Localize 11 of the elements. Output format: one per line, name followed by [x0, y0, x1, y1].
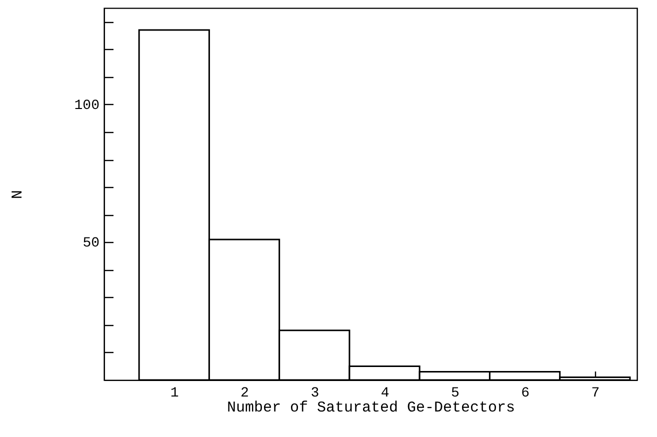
y-axis-title: N	[10, 190, 26, 200]
y-tick-label: 50	[82, 236, 100, 252]
x-tick-label: 5	[450, 386, 460, 402]
x-tick-label: 1	[170, 386, 179, 402]
x-axis-title: Number of Saturated Ge-Detectors	[226, 400, 516, 416]
x-tick-label: 7	[591, 386, 600, 402]
x-tick-label: 2	[240, 386, 249, 402]
x-tick-label: 4	[380, 386, 390, 402]
x-tick-label: 6	[521, 386, 530, 402]
y-tick-label: 100	[74, 98, 100, 114]
x-tick-label: 3	[310, 386, 320, 402]
